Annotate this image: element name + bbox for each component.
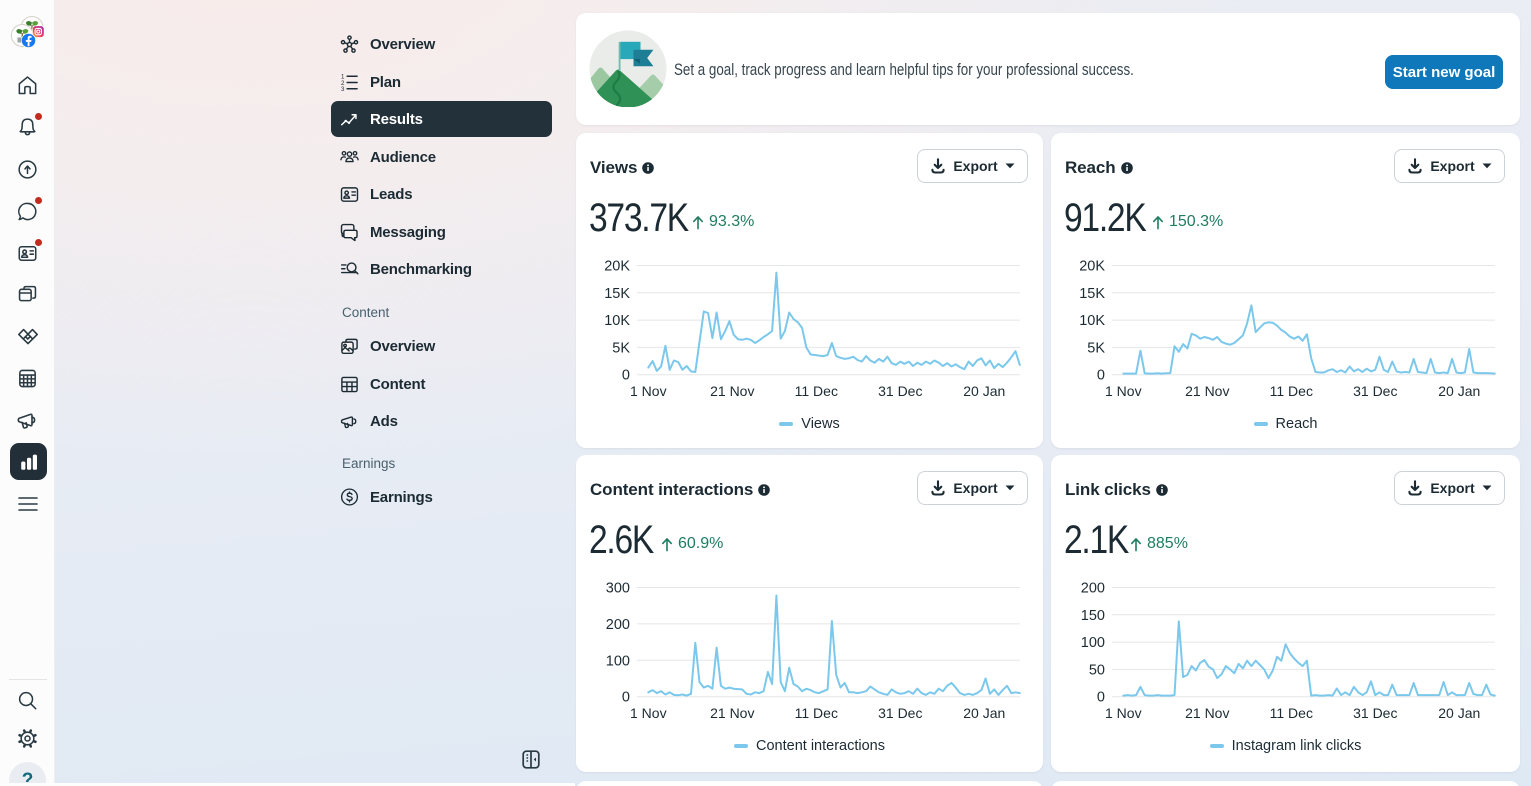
svg-text:20 Jan: 20 Jan [1438, 705, 1480, 721]
svg-text:5K: 5K [1087, 340, 1105, 356]
svg-text:0: 0 [1097, 368, 1105, 384]
svg-text:1 Nov: 1 Nov [1105, 383, 1142, 399]
svg-text:20 Jan: 20 Jan [963, 705, 1005, 721]
svg-text:0: 0 [622, 368, 630, 384]
svg-text:11 Dec: 11 Dec [1270, 383, 1313, 399]
svg-text:11 Dec: 11 Dec [795, 705, 838, 721]
svg-text:1: 1 [341, 73, 345, 80]
svg-text:1 Nov: 1 Nov [630, 383, 667, 399]
svg-text:31 Dec: 31 Dec [1353, 705, 1397, 721]
svg-text:20K: 20K [604, 259, 630, 275]
svg-text:11 Dec: 11 Dec [1270, 705, 1313, 721]
svg-text:15K: 15K [604, 286, 630, 302]
svg-text:11 Dec: 11 Dec [795, 383, 838, 399]
svg-text:20K: 20K [1079, 259, 1105, 275]
svg-text:2: 2 [341, 79, 345, 86]
svg-text:31 Dec: 31 Dec [878, 383, 922, 399]
svg-text:3: 3 [341, 86, 345, 92]
svg-text:100: 100 [606, 653, 630, 669]
svg-text:5K: 5K [612, 340, 630, 356]
svg-text:0: 0 [622, 690, 630, 706]
svg-text:20 Jan: 20 Jan [1438, 383, 1480, 399]
svg-text:150: 150 [1081, 608, 1105, 624]
svg-text:50: 50 [1089, 662, 1105, 678]
svg-text:10K: 10K [604, 313, 630, 329]
svg-text:300: 300 [606, 581, 630, 597]
svg-text:20 Jan: 20 Jan [963, 383, 1005, 399]
svg-text:100: 100 [1081, 635, 1105, 651]
svg-text:1 Nov: 1 Nov [630, 705, 667, 721]
svg-text:21 Nov: 21 Nov [1185, 705, 1229, 721]
svg-text:1 Nov: 1 Nov [1105, 705, 1142, 721]
svg-text:15K: 15K [1079, 286, 1105, 302]
svg-text:200: 200 [1081, 581, 1105, 597]
svg-text:200: 200 [606, 617, 630, 633]
svg-text:10K: 10K [1079, 313, 1105, 329]
svg-text:21 Nov: 21 Nov [710, 383, 754, 399]
svg-text:31 Dec: 31 Dec [1353, 383, 1397, 399]
svg-text:21 Nov: 21 Nov [710, 705, 754, 721]
svg-text:21 Nov: 21 Nov [1185, 383, 1229, 399]
svg-text:0: 0 [1097, 690, 1105, 706]
svg-text:31 Dec: 31 Dec [878, 705, 922, 721]
